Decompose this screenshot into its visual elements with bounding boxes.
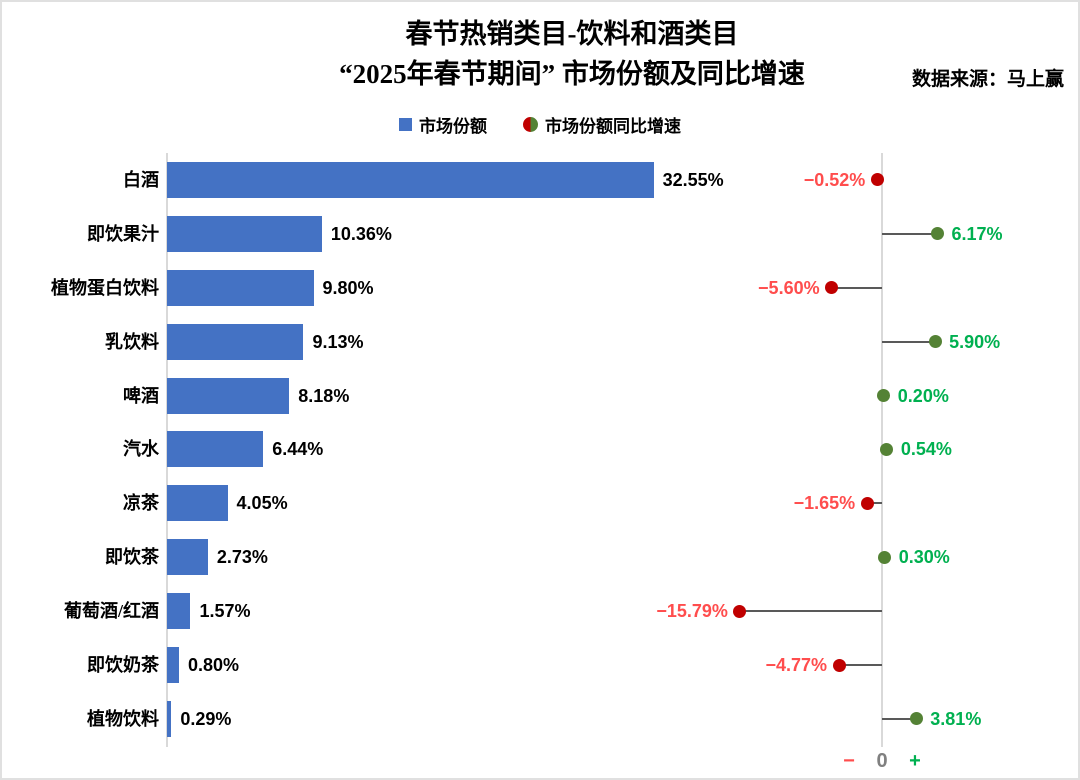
share-value-label: 0.29% xyxy=(180,708,232,729)
share-bar xyxy=(167,377,290,414)
category-label: 凉茶 xyxy=(123,493,159,514)
growth-value-label: −0.52% xyxy=(803,169,866,190)
share-swatch-icon xyxy=(399,117,412,131)
category-label: 植物饮料 xyxy=(87,708,159,729)
legend-item-share: 市场份额 xyxy=(399,112,487,137)
growth-value-label: 0.30% xyxy=(898,547,950,568)
share-bar xyxy=(167,215,322,252)
growth-dot xyxy=(733,604,747,618)
minus-axis-marker: − xyxy=(843,749,855,772)
growth-connector xyxy=(867,502,882,505)
growth-dot xyxy=(878,550,892,564)
category-label: 即饮果汁 xyxy=(87,223,159,244)
category-label: 即饮奶茶 xyxy=(87,655,159,676)
share-value-label: 4.05% xyxy=(236,493,288,514)
share-value-label: 32.55% xyxy=(662,169,724,190)
growth-value-label: −15.79% xyxy=(656,601,728,622)
share-bar xyxy=(167,323,304,360)
growth-connector xyxy=(739,610,882,613)
category-label: 植物蛋白饮料 xyxy=(51,277,159,298)
share-value-label: 0.80% xyxy=(187,655,239,676)
growth-swatch-icon xyxy=(523,116,538,132)
growth-dot xyxy=(825,281,839,295)
category-label: 葡萄酒/红酒 xyxy=(63,601,159,622)
growth-value-label: −5.60% xyxy=(758,277,820,298)
growth-value-label: 5.90% xyxy=(949,331,1001,352)
legend-share-label: 市场份额 xyxy=(419,116,487,136)
category-label: 白酒 xyxy=(123,169,159,190)
share-bar xyxy=(167,539,208,576)
title-line-1: 春节热销类目-饮料和酒类目 xyxy=(405,19,739,49)
share-value-label: 8.18% xyxy=(298,385,350,406)
share-bar xyxy=(167,647,179,684)
growth-dot xyxy=(860,496,874,510)
share-bar xyxy=(167,593,191,630)
share-value-label: 1.57% xyxy=(199,601,251,622)
zero-axis-marker: 0 xyxy=(876,749,888,772)
growth-connector xyxy=(882,717,917,720)
title-line-2: “2025年春节期间” 市场份额及同比增速 xyxy=(339,59,805,89)
growth-dot xyxy=(877,389,891,403)
growth-dot xyxy=(909,712,923,726)
share-value-label: 9.13% xyxy=(312,331,364,352)
share-bar xyxy=(167,431,264,468)
category-label: 汽水 xyxy=(123,439,159,460)
share-value-label: 9.80% xyxy=(322,277,374,298)
share-value-label: 6.44% xyxy=(272,439,324,460)
share-value-label: 10.36% xyxy=(330,223,392,244)
growth-dot xyxy=(880,442,894,456)
growth-dot xyxy=(832,658,846,672)
growth-dot xyxy=(870,173,884,187)
share-bar xyxy=(167,700,172,737)
growth-value-label: 6.17% xyxy=(951,223,1003,244)
growth-dot xyxy=(928,335,942,349)
share-bar xyxy=(167,161,654,198)
growth-value-label: −4.77% xyxy=(765,655,828,676)
page-title: 春节热销类目-饮料和酒类目 “2025年春节期间” 市场份额及同比增速 xyxy=(66,14,1078,94)
category-label: 啤酒 xyxy=(123,385,159,406)
growth-connector xyxy=(882,232,938,235)
growth-connector xyxy=(839,664,882,667)
growth-connector xyxy=(831,286,882,289)
share-bar xyxy=(167,485,228,522)
growth-value-label: −1.65% xyxy=(793,493,856,514)
data-source-note: 数据来源：马上赢 xyxy=(911,69,1064,90)
growth-dot xyxy=(931,227,945,241)
legend-growth-label: 市场份额同比增速 xyxy=(545,116,681,136)
growth-connector xyxy=(882,340,936,343)
share-bar xyxy=(167,269,314,306)
plus-axis-marker: + xyxy=(909,749,921,772)
category-label: 即饮茶 xyxy=(105,547,159,568)
growth-value-label: 0.20% xyxy=(897,385,949,406)
growth-value-label: 0.54% xyxy=(900,439,952,460)
share-value-label: 2.73% xyxy=(216,547,268,568)
legend: 市场份额 市场份额同比增速 xyxy=(2,110,1078,138)
legend-item-growth: 市场份额同比增速 xyxy=(523,112,681,137)
growth-value-label: 3.81% xyxy=(930,708,982,729)
category-label: 乳饮料 xyxy=(105,331,159,352)
